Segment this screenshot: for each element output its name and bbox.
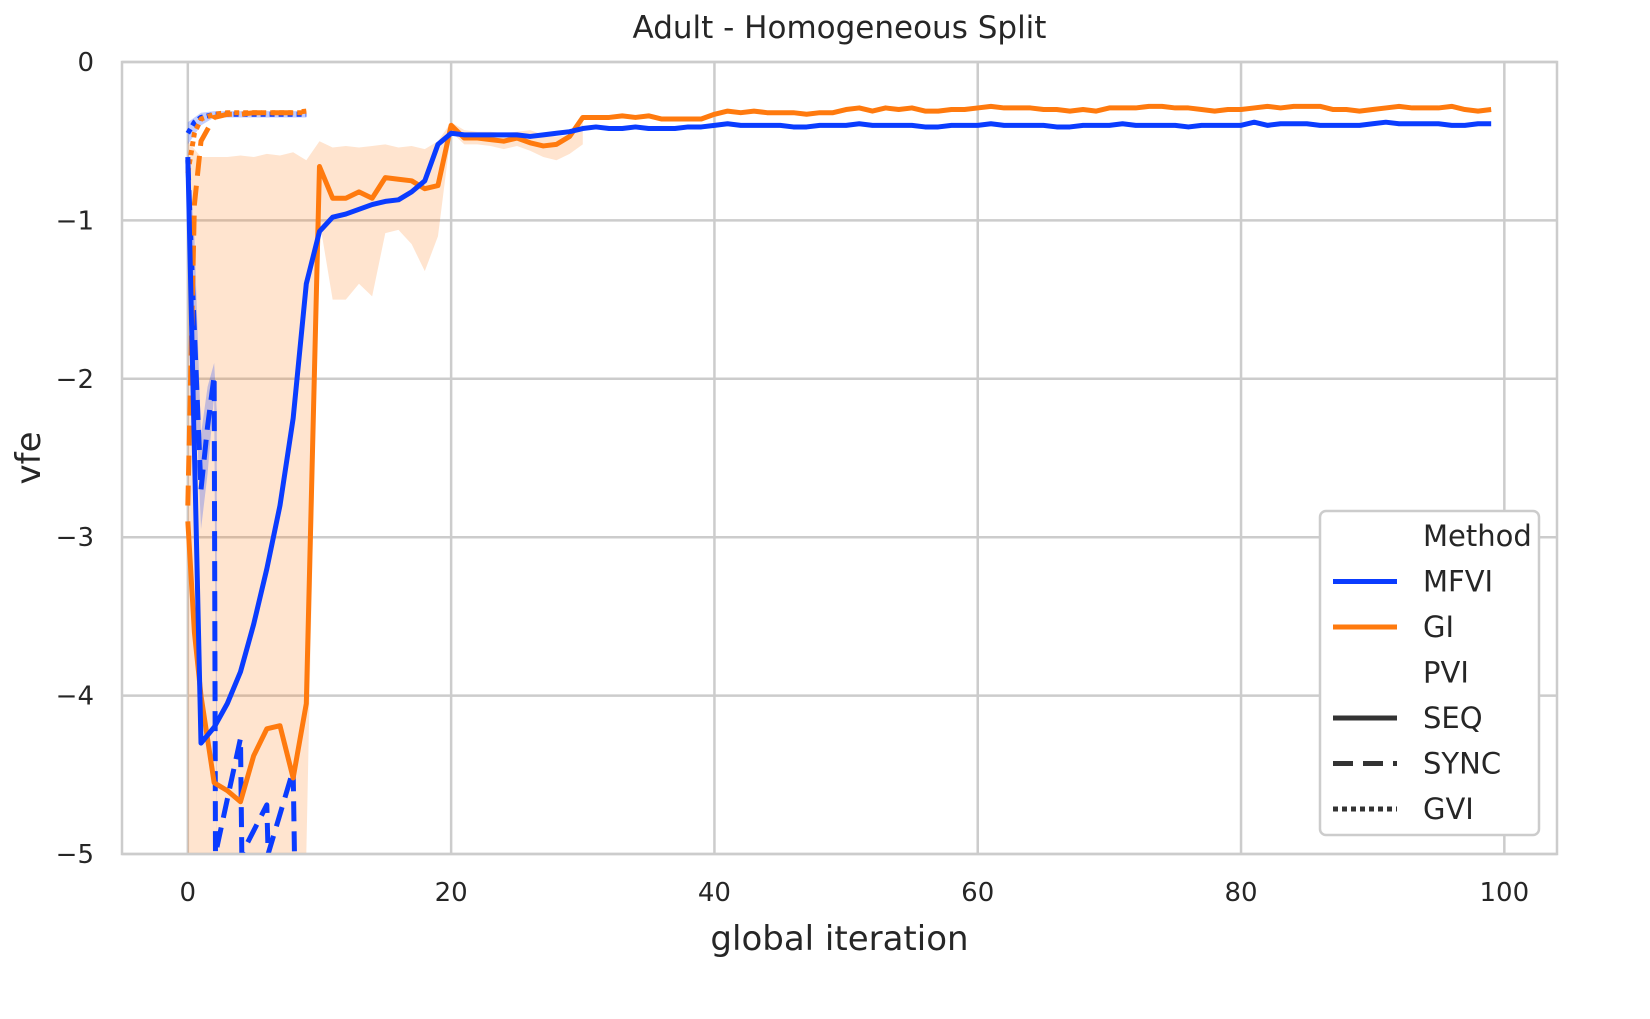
y-tick-label: −2	[56, 365, 94, 395]
legend-label: SYNC	[1423, 747, 1501, 781]
x-tick-label: 60	[961, 878, 994, 908]
series-line	[185, 119, 1492, 746]
legend-entries: MFVI GI SEQ SYNC GVI	[1333, 565, 1501, 826]
y-axis-label: vfe	[9, 431, 49, 484]
legend-label: SEQ	[1423, 701, 1483, 735]
y-tick-label: −4	[56, 682, 94, 712]
legend-label: GVI	[1423, 792, 1474, 826]
confidence-band	[187, 120, 583, 854]
legend-style-title: PVI	[1423, 656, 1469, 690]
x-tick-label: 100	[1480, 878, 1530, 908]
series-layer	[185, 103, 1492, 854]
band-layer	[187, 111, 583, 854]
x-axis-label: global iteration	[710, 919, 968, 959]
legend-hue-title: Method	[1423, 519, 1532, 553]
chart-title: Adult - Homogeneous Split	[633, 10, 1047, 46]
y-tick-label: −5	[56, 840, 94, 870]
legend: Method PVI MFVI GI SEQ SYNC GVI	[1318, 509, 1541, 837]
x-tick-label: 40	[698, 878, 731, 908]
y-tick-label: −1	[56, 206, 94, 236]
series-line	[185, 160, 297, 854]
tick-layer: 0 20 40 60 80 100 0 −1 −2 −3 −4 −5	[56, 48, 1529, 908]
x-tick-label: 80	[1224, 878, 1257, 908]
plot-frame	[120, 60, 1559, 856]
legend-box	[1318, 509, 1541, 837]
series-line	[185, 108, 307, 506]
x-tick-label: 0	[180, 878, 197, 908]
y-tick-label: 0	[77, 48, 94, 78]
x-tick-label: 20	[435, 878, 468, 908]
series-line	[185, 103, 1492, 805]
confidence-band	[187, 111, 307, 145]
legend-label: GI	[1423, 610, 1454, 644]
legend-label: MFVI	[1423, 565, 1493, 599]
y-tick-label: −3	[56, 523, 94, 553]
